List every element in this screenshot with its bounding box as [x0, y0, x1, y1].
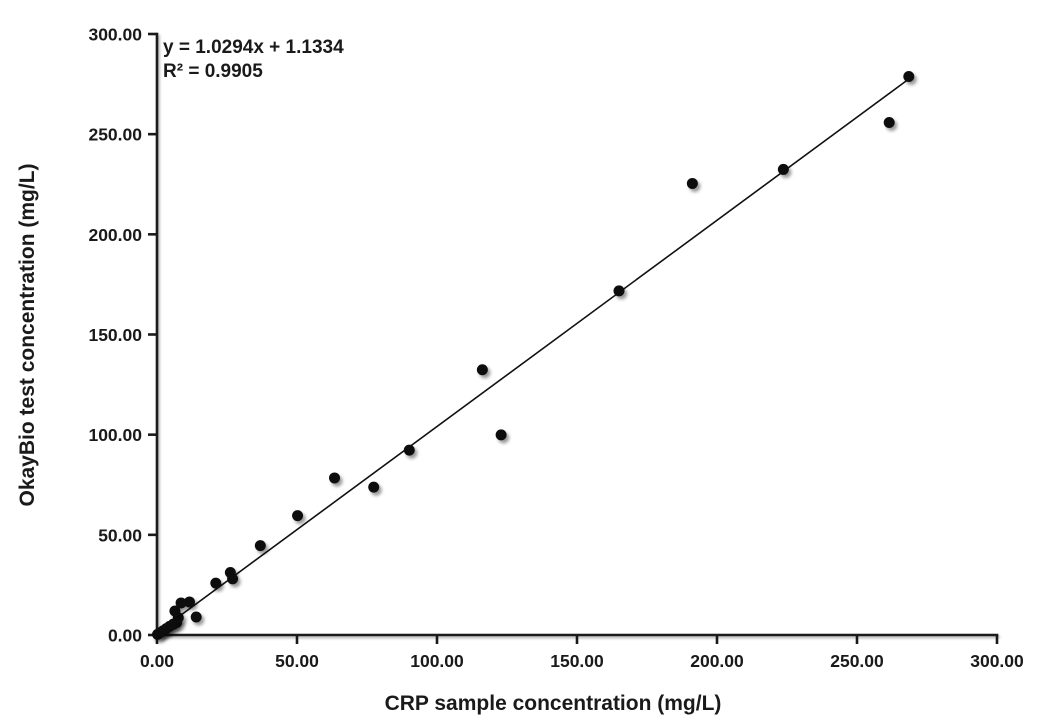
r-squared-label: R² = 0.9905	[163, 61, 263, 82]
x-tick-label: 0.00	[140, 651, 174, 671]
y-tick-label: 300.00	[88, 25, 142, 45]
data-points-group	[152, 70, 915, 640]
x-axis-title: CRP sample concentration (mg/L)	[385, 692, 722, 715]
data-point	[227, 573, 239, 585]
data-point	[190, 611, 202, 623]
x-tick-label: 100.00	[410, 651, 464, 671]
data-point	[686, 177, 698, 189]
y-axis-ticks	[148, 32, 157, 637]
data-point	[777, 163, 789, 175]
data-point	[169, 605, 181, 617]
axis-lines	[155, 32, 999, 637]
data-point	[368, 481, 380, 493]
y-axis-tick-labels: 0.00 50.00 100.00 150.00 200.00 250.00 300.00	[88, 25, 142, 646]
x-tick-label: 200.00	[690, 651, 744, 671]
data-point	[329, 472, 341, 484]
data-point	[613, 285, 625, 297]
y-tick-label: 250.00	[88, 125, 142, 145]
x-axis-ticks	[155, 635, 999, 644]
data-point	[175, 597, 187, 609]
x-axis-tick-labels: 0.00 50.00 100.00 150.00 200.00 250.00 300.00	[140, 651, 1024, 671]
data-point	[183, 596, 195, 608]
data-point	[403, 444, 415, 456]
data-point	[292, 510, 304, 522]
x-tick-label: 300.00	[970, 651, 1024, 671]
y-axis-title: OkayBio test concentration (mg/L)	[16, 163, 39, 506]
data-point	[495, 429, 507, 441]
data-point	[254, 540, 266, 552]
x-tick-label: 50.00	[275, 651, 319, 671]
y-tick-label: 50.00	[98, 525, 142, 545]
regression-equation-label: y = 1.0294x + 1.1334	[163, 37, 344, 58]
trendline-group	[156, 78, 910, 634]
data-point	[476, 364, 488, 376]
trendline	[156, 78, 910, 634]
x-tick-label: 150.00	[550, 651, 604, 671]
y-tick-label: 100.00	[88, 425, 142, 445]
y-tick-label: 200.00	[88, 225, 142, 245]
data-point	[883, 117, 895, 129]
y-tick-label: 0.00	[108, 626, 142, 646]
data-point	[210, 577, 222, 589]
x-tick-label: 250.00	[830, 651, 884, 671]
y-tick-label: 150.00	[88, 325, 142, 345]
axes	[155, 32, 999, 637]
data-point	[903, 70, 915, 82]
